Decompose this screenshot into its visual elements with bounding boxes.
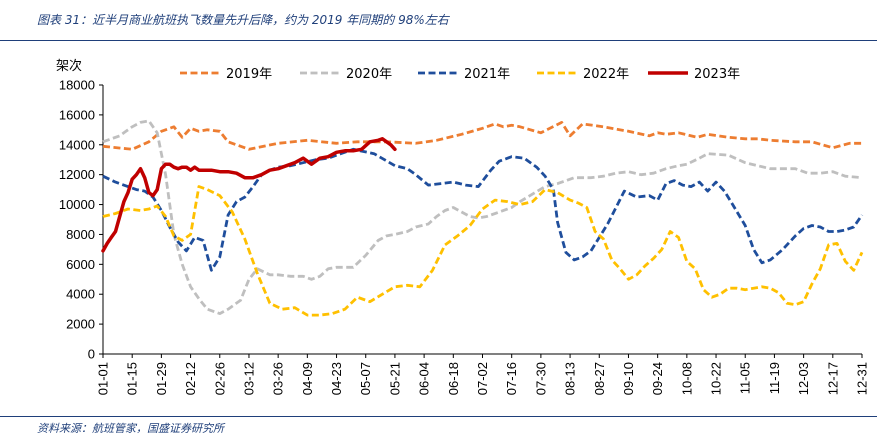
x-tick-label: 12-03 (796, 362, 811, 395)
legend: 2019年 2020年 2021年 2022年 2023年 (180, 67, 740, 82)
x-tick-label: 12-31 (855, 362, 870, 395)
y-tick-label: 8000 (66, 227, 95, 242)
x-tick-label: 01-15 (125, 362, 140, 395)
y-tick-label: 2000 (66, 317, 95, 332)
legend-label-4: 2022年 (583, 67, 629, 82)
title-bar: 图表 31：近半月商业航班执飞数量先升后降，约为 2019 年同期的 98%左右 (0, 0, 877, 41)
x-tick-label: 11-19 (767, 362, 782, 394)
x-tick-label: 03-12 (241, 362, 256, 395)
x-tick-label: 08-27 (592, 362, 607, 395)
x-tick-label: 02-12 (183, 362, 198, 395)
x-tick-label: 09-24 (650, 362, 665, 395)
y-tick-label: 4000 (66, 287, 95, 302)
x-tick-label: 12-17 (825, 362, 840, 395)
x-tick-label: 03-26 (271, 362, 286, 395)
legend-label-2: 2020年 (346, 67, 392, 82)
y-tick-label: 10000 (59, 197, 95, 212)
legend-label-5: 2023年 (694, 67, 740, 82)
x-tick-label: 02-26 (212, 362, 227, 395)
x-tick-label: 09-10 (621, 362, 636, 395)
x-tick-label: 10-22 (709, 362, 724, 395)
series-line-4 (102, 185, 864, 317)
series-layer (101, 119, 864, 317)
y-tick-label: 12000 (59, 167, 95, 182)
x-tick-label: 07-16 (504, 362, 519, 395)
x-tick-label: 05-07 (358, 362, 373, 395)
x-tick-label: 04-09 (300, 362, 315, 395)
x-tick-label: 01-01 (96, 362, 111, 395)
source-note: 资料来源：航班管家，国盛证券研究所 (37, 422, 224, 435)
legend-label-1: 2019年 (226, 67, 272, 82)
x-tick-label: 07-02 (475, 362, 490, 395)
y-tick-label: 0 (88, 347, 95, 362)
y-tick-label: 14000 (59, 137, 95, 152)
x-tick-label: 04-23 (329, 362, 344, 395)
x-tick-label: 05-21 (387, 362, 402, 395)
x-tick-label: 10-08 (679, 362, 694, 395)
x-tick-label: 07-30 (533, 362, 548, 395)
series-line-3 (102, 147, 864, 272)
x-tick-label: 08-13 (563, 362, 578, 395)
x-tick-label: 06-04 (417, 362, 432, 395)
footer-divider (0, 416, 877, 417)
series-line-5 (101, 137, 397, 253)
y-tick-label: 16000 (59, 107, 95, 122)
x-tick-label: 06-18 (446, 362, 461, 395)
x-tick-label: 11-05 (738, 362, 753, 394)
figure-title: 图表 31：近半月商业航班执飞数量先升后降，约为 2019 年同期的 98%左右 (37, 13, 449, 27)
y-tick-label: 18000 (59, 78, 95, 93)
y-tick-label: 6000 (66, 257, 95, 272)
y-axis-unit-label: 架次 (56, 58, 82, 74)
series-line-2 (102, 119, 863, 316)
axes: 0 2000 4000 6000 8000 10000 12000 14000 16000 180… (56, 58, 870, 395)
series-line-1 (102, 121, 862, 151)
x-tick-label: 01-29 (154, 362, 169, 395)
legend-label-3: 2021年 (464, 67, 510, 82)
